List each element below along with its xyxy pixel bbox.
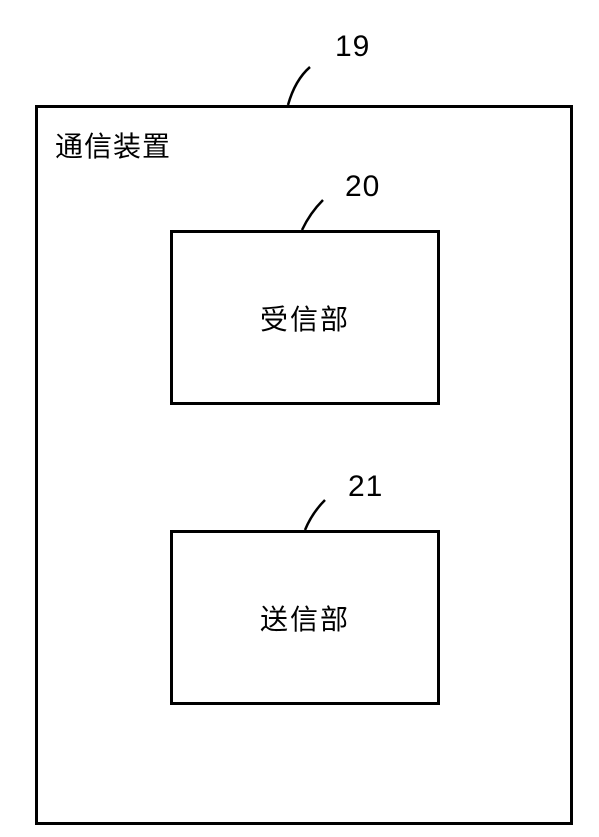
outer-box-label: 通信装置 bbox=[55, 125, 171, 165]
transmitter-ref-number: 21 bbox=[348, 470, 383, 504]
diagram-canvas: 通信装置 19 受信部 20 送信部 21 bbox=[0, 0, 599, 837]
transmitter-label: 送信部 bbox=[260, 598, 350, 638]
outer-leader bbox=[288, 67, 310, 105]
receiver-label: 受信部 bbox=[260, 298, 350, 338]
outer-box bbox=[35, 105, 573, 825]
transmitter-box: 送信部 bbox=[170, 530, 440, 705]
receiver-ref-number: 20 bbox=[345, 170, 380, 204]
receiver-box: 受信部 bbox=[170, 230, 440, 405]
outer-box-ref-number: 19 bbox=[335, 30, 370, 64]
